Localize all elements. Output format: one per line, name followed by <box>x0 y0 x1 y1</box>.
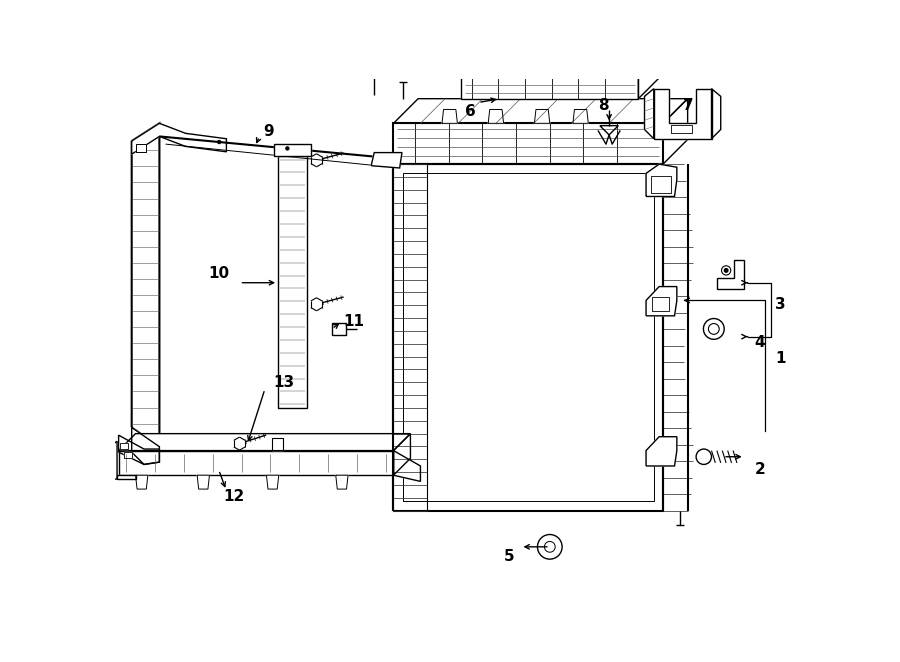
Polygon shape <box>535 109 550 123</box>
Circle shape <box>696 449 712 465</box>
Text: 4: 4 <box>755 335 765 350</box>
Polygon shape <box>559 85 574 99</box>
Polygon shape <box>670 125 692 132</box>
Polygon shape <box>482 56 494 70</box>
Polygon shape <box>646 437 677 466</box>
Polygon shape <box>120 443 128 449</box>
Polygon shape <box>466 85 482 99</box>
Polygon shape <box>638 48 660 99</box>
Polygon shape <box>717 260 743 289</box>
Polygon shape <box>119 434 410 451</box>
Polygon shape <box>663 99 688 164</box>
Polygon shape <box>652 175 670 193</box>
Polygon shape <box>197 475 210 489</box>
Polygon shape <box>136 144 146 152</box>
Polygon shape <box>119 451 393 475</box>
Polygon shape <box>136 475 148 489</box>
Text: 11: 11 <box>343 314 364 329</box>
Polygon shape <box>461 48 660 70</box>
Polygon shape <box>274 144 311 156</box>
Polygon shape <box>117 475 136 479</box>
Polygon shape <box>393 451 420 481</box>
Polygon shape <box>332 323 346 335</box>
Polygon shape <box>393 164 663 510</box>
Polygon shape <box>488 109 504 123</box>
Polygon shape <box>598 56 610 70</box>
Text: 7: 7 <box>683 98 694 113</box>
Polygon shape <box>644 89 653 139</box>
Polygon shape <box>646 164 677 197</box>
Text: 9: 9 <box>264 124 274 138</box>
Polygon shape <box>520 56 533 70</box>
Polygon shape <box>393 99 688 123</box>
Polygon shape <box>272 438 284 449</box>
Polygon shape <box>646 287 677 316</box>
Polygon shape <box>119 435 159 465</box>
Polygon shape <box>712 89 721 139</box>
Polygon shape <box>112 442 117 479</box>
Text: 8: 8 <box>598 98 609 113</box>
Polygon shape <box>371 152 402 168</box>
Circle shape <box>724 269 728 272</box>
Polygon shape <box>559 56 572 70</box>
Polygon shape <box>393 123 663 164</box>
Polygon shape <box>131 123 227 154</box>
Text: 6: 6 <box>465 105 476 119</box>
Circle shape <box>704 318 725 340</box>
Circle shape <box>544 542 555 552</box>
Circle shape <box>218 140 220 144</box>
Circle shape <box>285 147 289 150</box>
Polygon shape <box>393 434 410 475</box>
Polygon shape <box>442 109 457 123</box>
Polygon shape <box>131 123 159 447</box>
Polygon shape <box>461 70 638 99</box>
Polygon shape <box>598 85 613 99</box>
Polygon shape <box>124 452 131 458</box>
Polygon shape <box>573 109 589 123</box>
Polygon shape <box>513 85 528 99</box>
Polygon shape <box>653 89 712 139</box>
Polygon shape <box>402 173 653 501</box>
Text: 12: 12 <box>223 489 245 504</box>
Circle shape <box>722 265 731 275</box>
Text: 10: 10 <box>208 266 230 281</box>
Circle shape <box>537 534 562 559</box>
Polygon shape <box>336 475 348 489</box>
Polygon shape <box>131 428 159 465</box>
Circle shape <box>708 324 719 334</box>
Text: 3: 3 <box>776 297 786 312</box>
Text: 1: 1 <box>776 351 786 365</box>
Polygon shape <box>278 156 307 408</box>
Text: 2: 2 <box>754 462 765 477</box>
Text: 5: 5 <box>504 549 514 564</box>
Polygon shape <box>266 475 279 489</box>
Text: 13: 13 <box>274 375 294 391</box>
Polygon shape <box>652 297 669 311</box>
